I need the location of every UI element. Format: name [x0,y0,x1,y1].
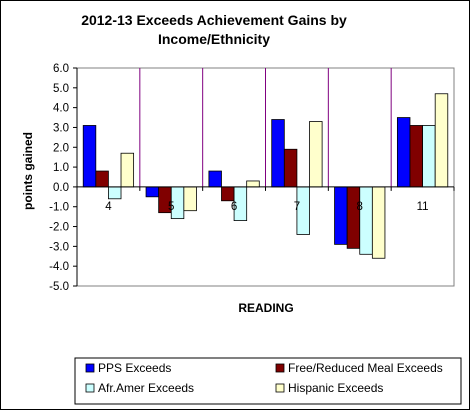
legend-label: Free/Reduced Meal Exceeds [288,361,443,375]
y-tick-label: 1.0 [53,162,69,174]
bar [359,186,373,255]
bar [271,119,285,188]
bar [409,125,423,188]
x-tick-label: 6 [231,201,237,213]
legend: PPS Exceeds Free/Reduced Meal Exceeds Afr.… [74,357,462,405]
y-tick-label: 6.0 [53,63,69,75]
legend-label: PPS Exceeds [98,361,171,375]
bar [95,170,109,188]
x-axis-label: READING [238,301,293,315]
chart-title: 2012-13 Exceeds Achievement Gains by Inc… [81,12,347,47]
bar [108,186,122,200]
bar [145,186,160,198]
legend-swatch [85,363,95,373]
y-tick-label: 0.0 [53,182,69,194]
y-tick-label: 2.0 [53,142,69,154]
y-tick-label: -5.0 [49,281,69,293]
y-tick-label: -2.0 [49,222,69,234]
bar [371,186,386,259]
y-tick-label: 3.0 [53,122,69,134]
legend-label: Afr.Amer Exceeds [98,381,194,395]
bar [246,180,260,188]
x-tick-label: 4 [105,201,112,213]
bar [183,186,197,212]
y-tick-label: 4.0 [53,103,69,115]
x-tick-label: 8 [357,201,363,213]
bar [396,117,411,188]
legend-label: Hispanic Exceeds [288,381,383,395]
y-tick-label: -3.0 [49,241,69,253]
bar [221,186,235,202]
y-axis-label: points gained [21,132,35,210]
chart-title-line-1: 2012-13 Exceeds Achievement Gains by [81,12,347,28]
bar [309,121,323,188]
bar [283,148,298,188]
bar [422,125,436,188]
y-tick-label: 5.0 [53,83,69,95]
x-tick-label: 11 [417,201,429,213]
bar [334,186,348,245]
chart-title-line-2: Income/Ethnicity [158,31,270,47]
legend-swatch [275,383,285,393]
bar [120,152,135,188]
x-tick-label: 5 [168,201,174,213]
legend-box [74,357,462,405]
bar [346,186,361,249]
legend-swatch [85,383,95,393]
legend-swatch [275,363,285,373]
x-tick-label: 7 [294,201,300,213]
y-tick-label: -1.0 [49,202,69,214]
bar [208,170,222,188]
bar [434,93,449,188]
bar [82,125,97,188]
plot-area: 6.0 5.0 4.0 3.0 2.0 1.0 0.0 -1.0 -2.0 -3.0 -4.0 -5.… [49,63,455,293]
y-tick-label: -4.0 [49,261,69,273]
